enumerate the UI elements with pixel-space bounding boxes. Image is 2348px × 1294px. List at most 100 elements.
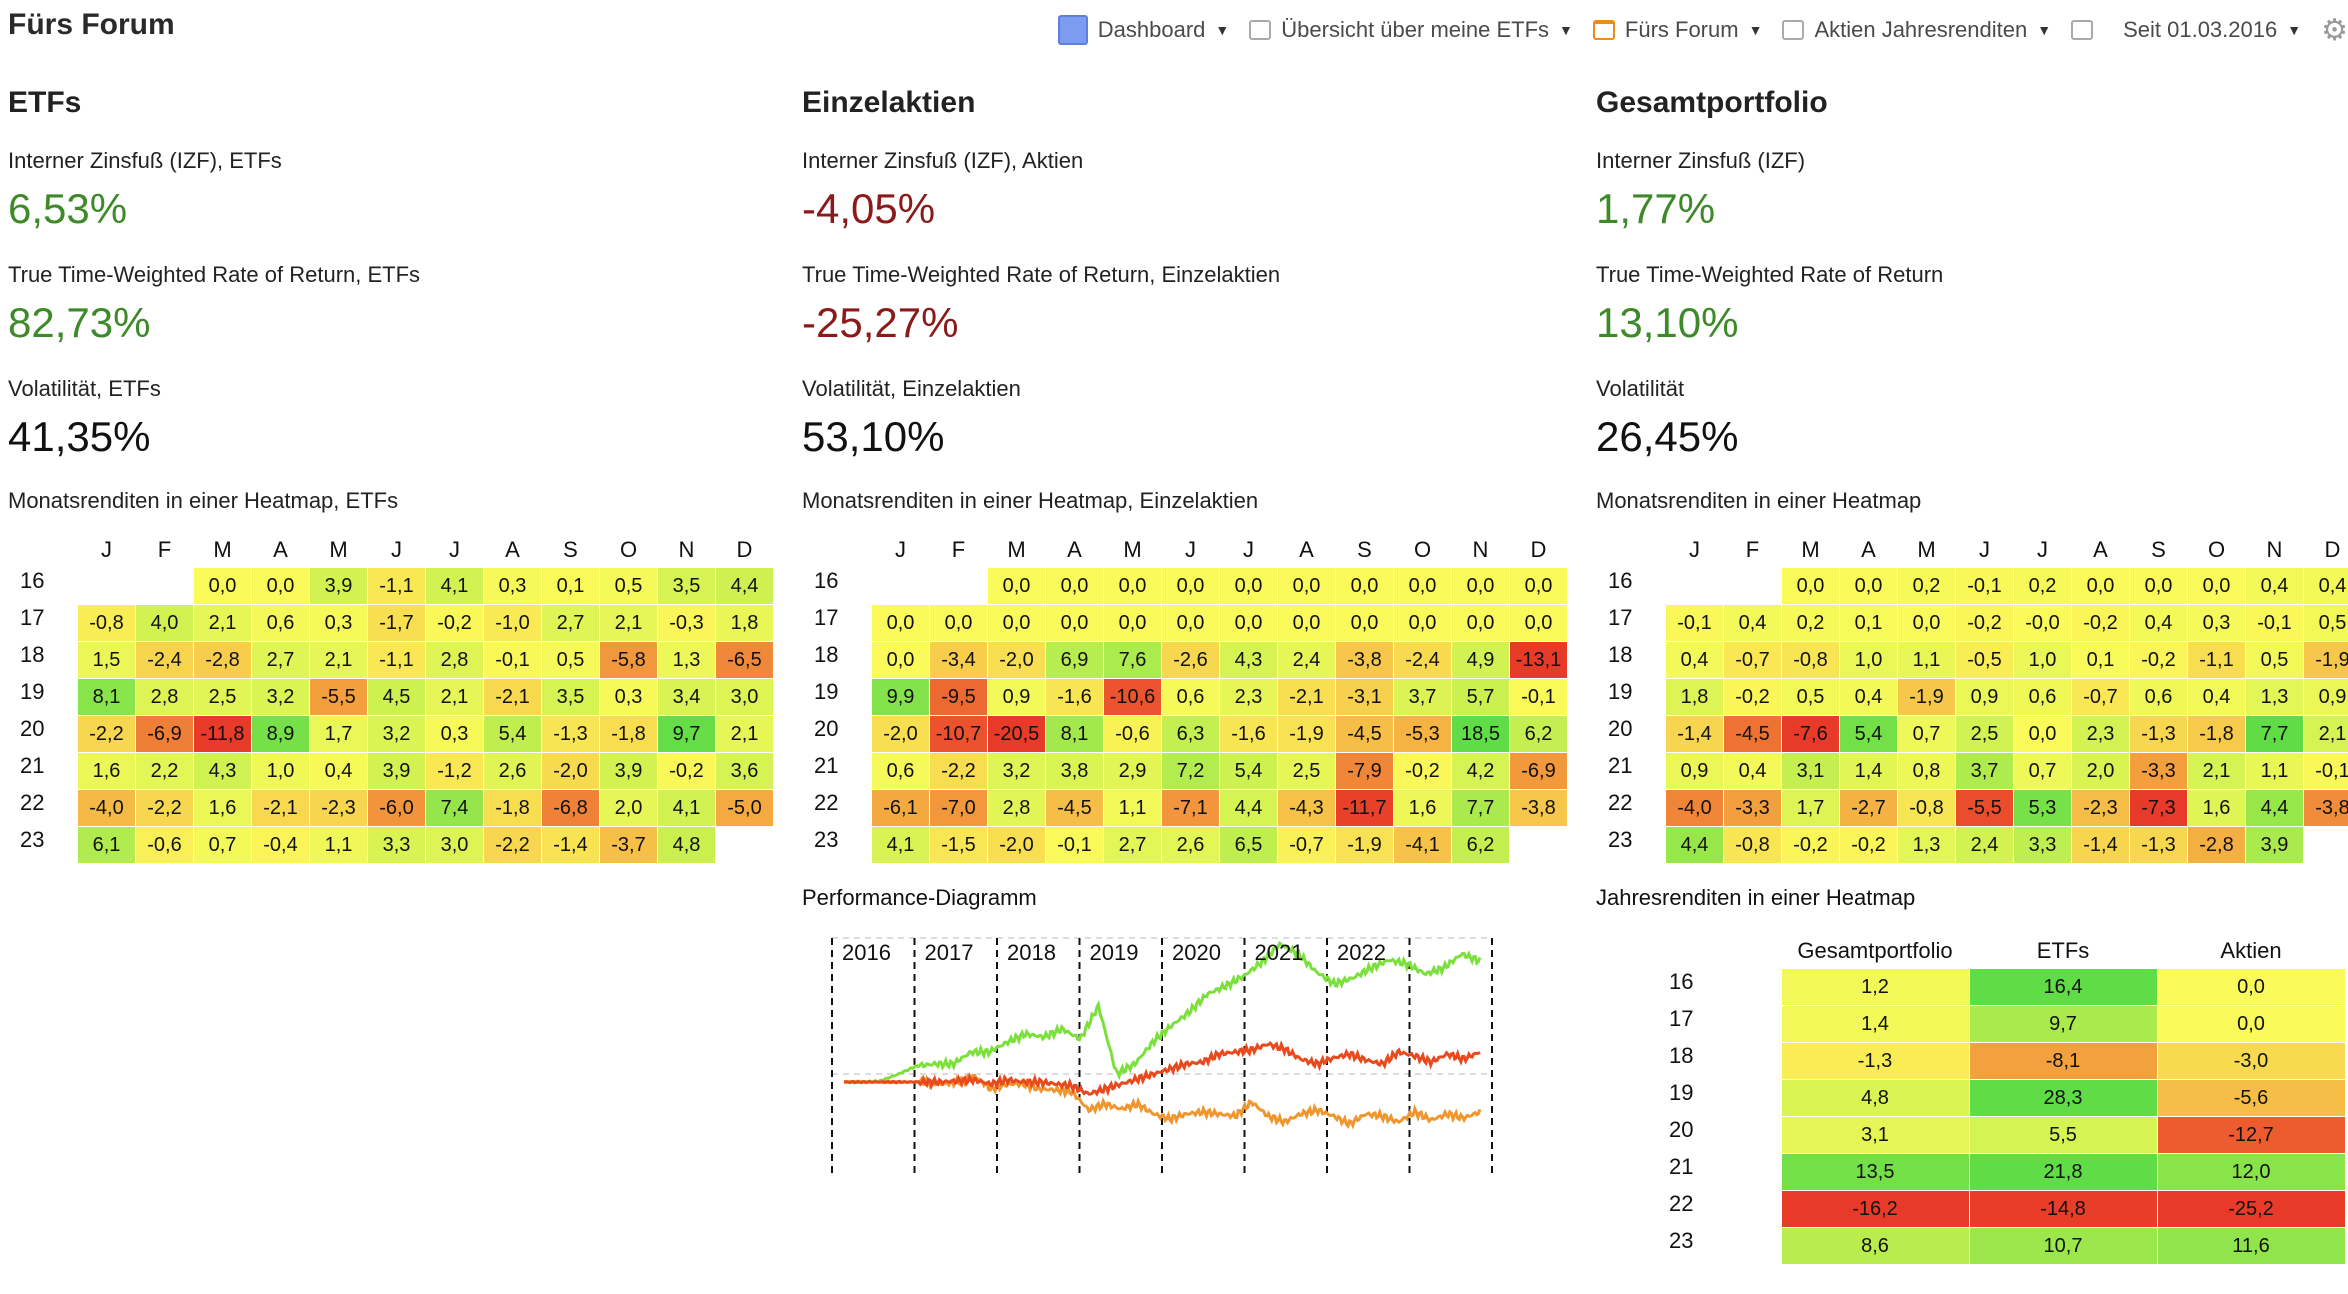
heatmap-cell: 0,0 bbox=[1045, 604, 1104, 642]
heatmap-cell: 0,4 bbox=[2245, 567, 2304, 605]
heatmap-cell: 0,3 bbox=[599, 678, 658, 716]
heatmap-cell: 2,1 bbox=[2303, 715, 2348, 753]
heatmap-cell: 0,0 bbox=[251, 567, 310, 605]
heatmap-cell: 4,1 bbox=[871, 826, 930, 864]
izf-label: Interner Zinsfuß (IZF), ETFs bbox=[8, 148, 282, 173]
heatmap-cell: -1,4 bbox=[541, 826, 600, 864]
year-label: 23 bbox=[1669, 1227, 1694, 1253]
date-range-select[interactable]: Seit 01.03.2016 ▼ bbox=[2123, 17, 2302, 42]
heatmap-cell: 2,5 bbox=[1277, 752, 1336, 790]
heatmap-cell: 1,1 bbox=[1897, 641, 1956, 679]
heatmap-cell: 4,0 bbox=[135, 604, 194, 642]
heatmap-label: Monatsrenditen in einer Heatmap, Einzela… bbox=[802, 488, 1259, 513]
tab-dashboard[interactable]: Dashboard ▼ bbox=[1057, 15, 1230, 45]
heatmap-cell: 3,1 bbox=[1781, 752, 1840, 790]
heatmap-row: 17 0,0 0,0 0,0 0,0 0,0 0,0 0,0 0,0 0,0 0,0 0,0 0,0 bbox=[802, 604, 1568, 642]
heatmap-cell: 8,1 bbox=[1045, 715, 1104, 753]
heatmap-cell: -0,2 bbox=[425, 604, 484, 642]
yearly-cell: -16,2 bbox=[1780, 1190, 1970, 1228]
heatmap-cell: -0,1 bbox=[2303, 752, 2348, 790]
heatmap-cell: 9,7 bbox=[657, 715, 716, 753]
year-tick-label: 2022 bbox=[1337, 940, 1386, 965]
heatmap-cell: 2,0 bbox=[2071, 752, 2130, 790]
heatmap-cell: -5,8 bbox=[599, 641, 658, 679]
chevron-down-icon[interactable]: ▼ bbox=[1215, 22, 1230, 38]
heatmap-cell: 4,8 bbox=[657, 826, 716, 864]
heatmap-cell: -6,0 bbox=[367, 789, 426, 827]
yearly-cell: -25,2 bbox=[2156, 1190, 2346, 1228]
heatmap-cell: 0,4 bbox=[1839, 678, 1898, 716]
heatmap-cell: -2,0 bbox=[541, 752, 600, 790]
heatmap-cell: -4,5 bbox=[1723, 715, 1782, 753]
heatmap-cell: -7,3 bbox=[2129, 789, 2188, 827]
heatmap-cell: 0,0 bbox=[1103, 567, 1162, 605]
month-header: N bbox=[678, 537, 695, 562]
heatmap-cell: -2,8 bbox=[2187, 826, 2246, 864]
yearly-cell: 10,7 bbox=[1968, 1227, 2158, 1265]
heatmap-cell: 3,6 bbox=[715, 752, 774, 790]
yearly-row: 17 1,4 9,7 0,0 bbox=[1596, 1005, 2346, 1043]
heatmap-cell: -0,1 bbox=[2245, 604, 2304, 642]
heatmap-cell: 3,7 bbox=[1393, 678, 1452, 716]
heatmap-cell: -3,8 bbox=[1335, 641, 1394, 679]
heatmap-row: 20 -1,4 -4,5 -7,6 5,4 0,7 2,5 0,0 2,3 -1,3 -1,8 7,7… bbox=[1596, 715, 2348, 753]
heatmap-cell: -2,1 bbox=[1277, 678, 1336, 716]
yearly-row: 23 8,6 10,7 11,6 bbox=[1596, 1227, 2346, 1265]
heatmap-row: 23 6,1 -0,6 0,7 -0,4 1,1 3,3 3,0 -2,2 -1,4 -3,7 4,8 bbox=[8, 826, 774, 864]
toolbar: Dashboard ▼ Übersicht über meine ETFs ▼ Fü… bbox=[1057, 13, 2348, 48]
heatmap-cell: 7,7 bbox=[1451, 789, 1510, 827]
yearly-heatmap: Gesamtportfolio ETFs Aktien 16 1,2 16,4 0,0 17 1… bbox=[1596, 934, 2346, 1265]
year-label: 17 bbox=[20, 604, 45, 630]
heatmap-cell: 2,9 bbox=[1103, 752, 1162, 790]
heatmap-cell: -0,3 bbox=[657, 604, 716, 642]
heatmap-cell: 4,9 bbox=[1451, 641, 1510, 679]
month-header: M bbox=[213, 537, 232, 562]
heatmap-cell: -3,4 bbox=[929, 641, 988, 679]
heatmap-cell: -5,5 bbox=[1955, 789, 2014, 827]
month-header: J bbox=[1689, 537, 1700, 562]
settings-button[interactable]: ⚙ bbox=[2321, 13, 2348, 48]
month-header: F bbox=[951, 537, 966, 562]
tab-etf-overview[interactable]: Übersicht über meine ETFs ▼ bbox=[1249, 17, 1573, 43]
heatmap-cell: -0,6 bbox=[1103, 715, 1162, 753]
year-label: 21 bbox=[20, 752, 45, 778]
tab-stock-yearly[interactable]: Aktien Jahresrenditen ▼ bbox=[1782, 17, 2051, 43]
heatmap-cell: -1,0 bbox=[483, 604, 542, 642]
heatmap-cell: -1,8 bbox=[2187, 715, 2246, 753]
chevron-down-icon[interactable]: ▼ bbox=[1748, 22, 1763, 38]
heatmap-cell: 0,5 bbox=[599, 567, 658, 605]
heatmap-cell: 0,0 bbox=[1161, 567, 1220, 605]
etf-series bbox=[843, 941, 1482, 1084]
tab-forum[interactable]: Fürs Forum ▼ bbox=[1592, 17, 1763, 43]
heatmap-cell: 2,7 bbox=[251, 641, 310, 679]
performance-chart-title: Performance-Diagramm bbox=[802, 885, 1037, 910]
dashboard-icon bbox=[1057, 15, 1088, 45]
gear-icon: ⚙ bbox=[2321, 13, 2348, 47]
heatmap-cell: -6,9 bbox=[1509, 752, 1568, 790]
heatmap-cell bbox=[929, 567, 988, 605]
twr-value: 13,10% bbox=[1596, 299, 1739, 346]
heatmap-cell: 2,1 bbox=[599, 604, 658, 642]
heatmap-cell: 1,6 bbox=[77, 752, 136, 790]
heatmap-cell: 0,0 bbox=[1509, 567, 1568, 605]
heatmap-cell: -2,6 bbox=[1161, 641, 1220, 679]
heatmap-cell: -1,3 bbox=[541, 715, 600, 753]
heatmap-cell: 0,0 bbox=[1219, 567, 1278, 605]
chevron-down-icon[interactable]: ▼ bbox=[1559, 22, 1573, 38]
heatmap-cell: 3,9 bbox=[309, 567, 368, 605]
heatmap-cell: 2,1 bbox=[193, 604, 252, 642]
heatmap-cell: -1,3 bbox=[2129, 715, 2188, 753]
heatmap-cell: 2,1 bbox=[715, 715, 774, 753]
heatmap-cell: 1,1 bbox=[1103, 789, 1162, 827]
heatmap-cell: 1,6 bbox=[193, 789, 252, 827]
heatmap-cell: -1,8 bbox=[483, 789, 542, 827]
heatmap-cell: 1,6 bbox=[2187, 789, 2246, 827]
heatmap-cell: 0,0 bbox=[1161, 604, 1220, 642]
heatmap-cell: -0,2 bbox=[2071, 604, 2130, 642]
add-page-button[interactable] bbox=[2071, 20, 2103, 40]
heatmap-cell: 8,9 bbox=[251, 715, 310, 753]
heatmap-cell: 1,8 bbox=[1665, 678, 1724, 716]
chevron-down-icon[interactable]: ▼ bbox=[2037, 22, 2052, 38]
heatmap-cell: -2,4 bbox=[1393, 641, 1452, 679]
month-header: J bbox=[449, 537, 460, 562]
